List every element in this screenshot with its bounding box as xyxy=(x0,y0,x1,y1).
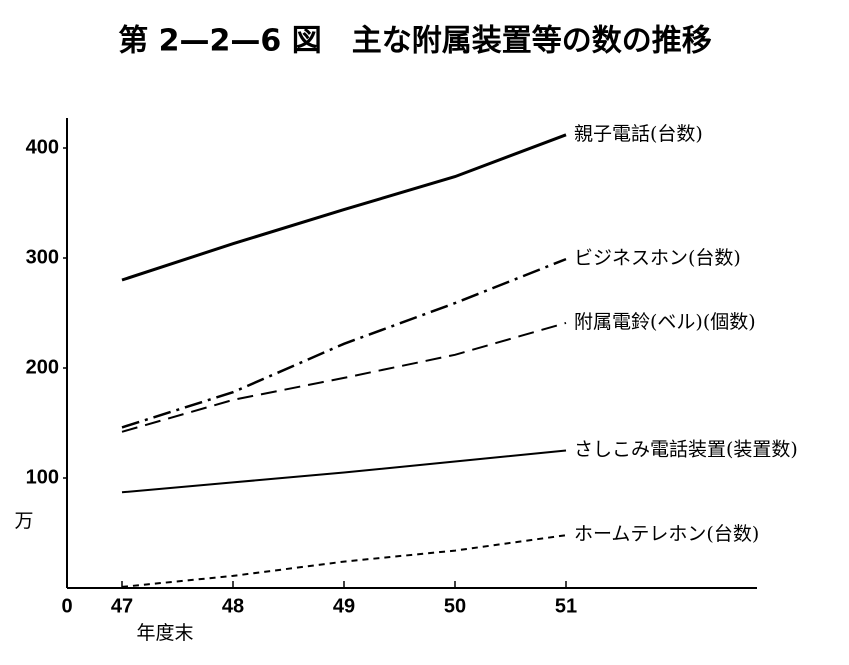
y-unit-label: 万 xyxy=(14,510,33,532)
series-line xyxy=(121,257,567,429)
series-line xyxy=(121,534,567,588)
series-label: 親子電話(台数) xyxy=(574,123,703,145)
series-line xyxy=(121,449,567,494)
series-line xyxy=(121,321,567,433)
series-label: さしこみ電話装置(装置数) xyxy=(574,439,798,461)
series-label: ホームテレホン(台数) xyxy=(574,523,759,545)
chart-title: 第 2—2—6 図 主な附属装置等の数の推移 xyxy=(118,24,712,59)
series-label: ビジネスホン(台数) xyxy=(574,247,741,269)
y-tick-label: 0 xyxy=(61,595,72,617)
x-tick-label: 49 xyxy=(333,595,355,617)
x-tick-label: 51 xyxy=(555,595,577,617)
y-tick-label: 200 xyxy=(26,356,59,378)
y-tick-label: 300 xyxy=(26,246,59,268)
y-tick-label: 100 xyxy=(26,466,59,488)
series-label: 附属電鈴(ベル)(個数) xyxy=(574,311,756,333)
x-tick-label: 47 xyxy=(111,595,133,617)
x-axis-label: 年度末 xyxy=(136,622,193,644)
x-tick-label: 48 xyxy=(222,595,244,617)
x-tick-label: 50 xyxy=(444,595,466,617)
series-line xyxy=(121,133,567,282)
y-tick-label: 400 xyxy=(26,136,59,158)
